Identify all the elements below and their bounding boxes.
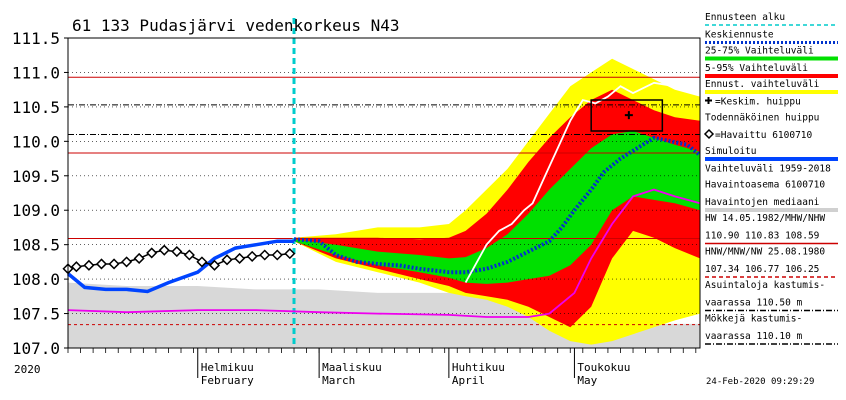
bands-layer — [68, 58, 700, 348]
y-tick-label: 107.5 — [12, 305, 60, 324]
y-tick-label: 111.5 — [12, 29, 60, 48]
y-tick-label: 109.0 — [12, 201, 60, 220]
observed-point — [70, 261, 82, 273]
legend-label: Ennusteen alku — [705, 12, 785, 23]
observed-point — [158, 244, 170, 256]
observed-point — [133, 252, 145, 265]
series-layer — [62, 81, 702, 318]
legend-label: Todennäköinen huippu — [705, 113, 819, 124]
observed-point — [271, 249, 283, 261]
y-tick-label: 107.0 — [12, 339, 60, 358]
legend-label: Vaihteluväli 1959-2018 — [705, 164, 831, 175]
band-25-75-range — [294, 131, 700, 284]
month-label-fi: Helmikuu — [201, 361, 254, 374]
y-tick-label: 108.5 — [12, 236, 60, 255]
legend-label: Asuintaloja kastumis- — [705, 280, 825, 291]
reference-lines-layer — [68, 18, 700, 348]
legend-label: vaarassa 110.50 m — [705, 298, 803, 309]
observed-point — [108, 258, 120, 270]
series-keskiennuste — [293, 135, 702, 275]
month-label-en: February — [201, 374, 254, 387]
observed-point — [208, 259, 221, 271]
y-tick-label: 111.0 — [12, 63, 60, 82]
observed-point — [146, 247, 158, 259]
observed-point — [259, 249, 271, 261]
mean-peak-marker — [624, 111, 633, 120]
observed-point — [196, 256, 208, 268]
observed-point — [183, 249, 195, 261]
observed-point — [83, 259, 95, 271]
legend-label: Havaintoasema 6100710 — [705, 180, 825, 191]
legend-label: Mökkejä kastumis- — [705, 314, 802, 325]
observed-point — [121, 256, 133, 268]
y-tick-label: 109.5 — [12, 167, 60, 186]
timestamp: 24-Feb-2020 09:29:29 — [706, 377, 814, 387]
legend-label: 110.90 110.83 108.59 — [705, 231, 820, 242]
band-historical-range — [68, 282, 700, 348]
y-tick-label: 108.0 — [12, 270, 60, 289]
legend-label: vaarassa 110.10 m — [705, 331, 803, 342]
legend-label: 5-95% Vaihteluväli — [705, 63, 808, 74]
year-label: 2020 — [14, 363, 41, 376]
legend: Ennusteen alku Keskiennuste 25-75% Vaihtel… — [703, 12, 838, 345]
month-label-fi: Maaliskuu — [322, 361, 382, 374]
legend-label: HNW/MNW/NW 25.08.1980 — [705, 247, 825, 258]
observed-point — [221, 254, 233, 266]
observed-point — [171, 245, 183, 258]
month-label-en: May — [577, 374, 597, 387]
observed-point — [246, 250, 258, 262]
legend-label: HW 14.05.1982/MHW/NHW — [705, 213, 825, 224]
legend-marker-diamond — [703, 128, 715, 140]
probable-peak-box — [590, 99, 664, 132]
series-simuloitu — [66, 239, 294, 294]
month-label-en: April — [452, 374, 485, 387]
y-tick-label: 110.5 — [12, 98, 60, 117]
legend-label: Ennust. vaihteluväli — [705, 79, 820, 90]
plot-frame — [67, 37, 701, 349]
legend-label: =Havaittu 6100710 — [715, 130, 813, 141]
legend-label: =Keskim. huippu — [715, 97, 801, 108]
legend-marker-plus — [705, 97, 712, 104]
observed-point — [234, 252, 246, 265]
legend-label: 25-75% Vaihteluväli — [705, 46, 814, 57]
month-label-fi: Toukokuu — [577, 361, 630, 374]
month-label-en: March — [322, 374, 355, 387]
chart-title: 61 133 Pudasjärvi vedenkorkeus N43 — [72, 16, 400, 35]
series-todenn-k-inen-huippu-trace — [464, 81, 676, 284]
observed-point — [95, 258, 108, 270]
legend-label: Keskiennuste — [705, 30, 774, 41]
y-tick-label: 110.0 — [12, 132, 60, 151]
axes-layer: 111.5 111.0 110.5 110.0 109.5 109.0 108.5 108.0… — [12, 29, 701, 387]
legend-label: Havaintojen mediaani — [705, 197, 820, 208]
month-label-fi: Huhtikuu — [452, 361, 505, 374]
observed-point — [284, 248, 296, 260]
series-havaintojen-mediaani — [67, 188, 701, 318]
legend-label: 107.34 106.77 106.25 — [705, 264, 819, 275]
legend-label: Simuloitu — [705, 146, 756, 157]
